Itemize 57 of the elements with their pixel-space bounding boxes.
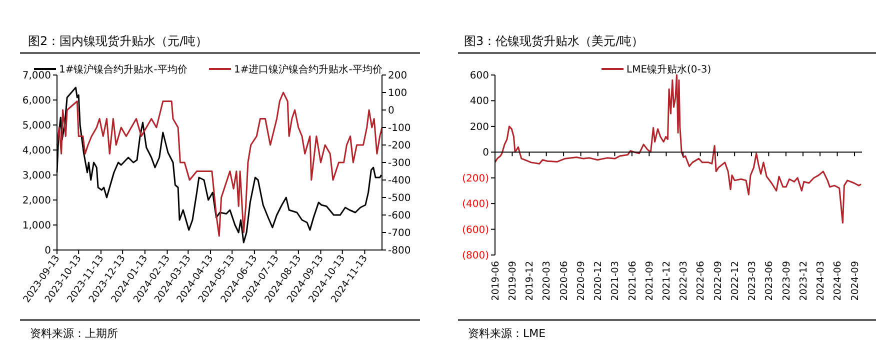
x-tick-label: 2021-03 [610,261,622,301]
y2-tick-label: -400 [388,176,411,186]
x-tick-label: 2021-09 [644,261,656,301]
x-tick-label: 2019-12 [524,261,536,301]
y2-tick-label: -100 [388,123,411,134]
legend-label: LME镍升贴水(0-3) [626,64,712,76]
y-tick-label: 400 [470,96,489,108]
y-tick-label: 3,000 [22,170,51,182]
y-tick-label: 5,000 [22,120,51,132]
x-tick-label: 2023-06 [764,261,776,301]
y-tick-label: 200 [470,122,489,133]
y-tick-label: 6,000 [22,96,51,106]
y-tick-label: 1,000 [22,220,51,232]
x-tick-label: 2019-06 [490,261,502,301]
x-tick-label: 2021-12 [662,261,673,301]
x-tick-label: 2021-06 [627,261,638,301]
y-tick-label: (400) [462,199,490,210]
x-tick-label: 2023-12 [798,261,810,301]
text: 资料来源：LME [468,327,546,340]
x-tick-label: 2022-12 [730,261,741,301]
x-tick-label: 2024-09 [850,261,861,301]
x-tick-label: 2019-09 [508,261,519,301]
x-tick-label: 2020-12 [593,261,604,301]
y2-tick-label: 200 [388,70,408,82]
x-tick-label: 2024-06 [832,261,844,301]
legend-label: 1#进口镍沪镍合约升贴水-平均价 [234,64,382,76]
x-tick-label: 2020-06 [558,261,570,301]
x-tick-label: 2022-09 [712,261,724,301]
y2-tick-label: -800 [388,246,411,256]
legend-label: 1#镍沪镍合约升贴水-平均价 [59,64,188,76]
y-tick-label: 0 [482,148,489,159]
y-tick-label: 2,000 [22,196,51,206]
x-tick-label: 2022-03 [678,261,690,301]
y-tick-label: 7,000 [22,70,51,82]
y-tick-label: 4,000 [22,146,51,156]
x-tick-label: 2022-06 [696,261,707,301]
y2-tick-label: -600 [388,210,411,222]
y2-tick-label: -500 [388,193,411,204]
chart-title: 图3：伦镍现货升贴水（美元/吨） [464,34,644,48]
x-tick-label: 2023-09 [781,261,792,301]
y2-tick-label: -700 [388,228,411,239]
y2-tick-label: 100 [388,88,408,99]
chart-title: 图2：国内镍现货升贴水（元/吨） [28,34,208,48]
y-tick-label: 0 [44,246,51,256]
text: 资料来源：上期所 [30,327,118,340]
x-tick-label: 2020-03 [542,261,553,301]
y2-tick-label: -300 [388,158,411,169]
y-tick-label: 600 [470,70,489,82]
x-tick-label: 2024-03 [815,261,826,301]
y2-tick-label: -200 [388,140,411,152]
y-tick-label: (800) [462,250,490,262]
line-series [494,74,862,224]
x-tick-label: 2020-09 [576,261,588,301]
x-tick-label: 2023-03 [746,261,758,301]
y2-tick-label: 0 [388,106,394,116]
y-tick-label: (600) [462,224,490,236]
y-tick-label: (200) [462,173,490,184]
